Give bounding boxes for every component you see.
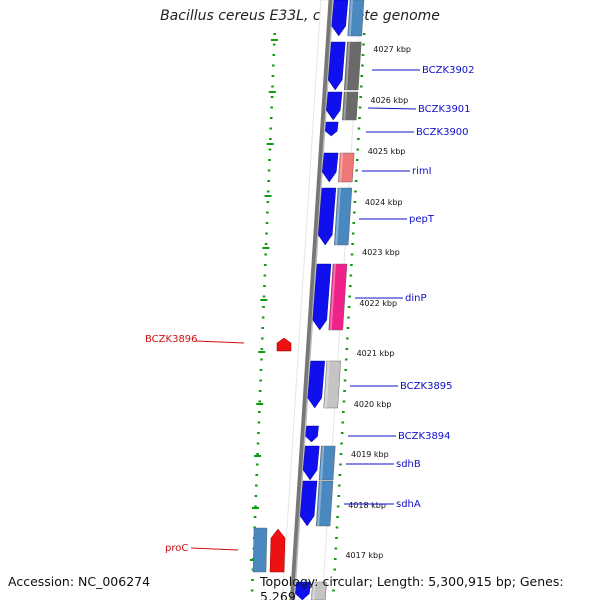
gene-arrow-0 [331,0,349,37]
gene-label: BCZK3894 [398,431,451,442]
gene-label: proC [165,543,188,554]
kbp-ticks-layer: 4027 kbp 4026 kbp 4025 kbp 4024 kbp 4023 kbp… [345,45,411,560]
gene-label-leader [367,107,417,110]
gene-label: BCZK3896 [145,334,198,345]
gene-label: dinP [405,293,427,304]
gene-bar-5 [334,187,353,246]
kbp-label: 4026 kbp [371,96,409,105]
gene-arrow-8 [305,425,319,443]
gene-arrow-5 [318,187,337,246]
gene-bar-9 [318,445,336,481]
gene-bar-1 [343,41,362,91]
gene-arrow-1 [327,41,346,91]
backbone-highlight [293,0,334,600]
topology-text: Topology: circular; Length: 5,300,915 bp… [260,574,564,600]
gene-label: rimI [412,166,432,177]
kbp-label: 4021 kbp [357,349,395,358]
gene-arrow-3 [325,121,339,137]
gene-label: sdhB [396,459,421,470]
accession-text: Accession: NC_006274 [8,574,151,589]
map-title: Bacillus cereus E33L, complete genome [160,8,440,24]
gene-arrow-4 [322,152,339,183]
kbp-label: 4017 kbp [345,551,383,560]
kbp-label: 4024 kbp [365,198,403,207]
gene-bar-2 [342,91,359,121]
gene-arrow-7 [307,360,325,409]
gene-label-leader [195,340,245,344]
proc-neighbor-bar [252,527,268,573]
kbp-label: 4023 kbp [362,248,400,257]
gene-label: BCZK3900 [416,127,469,138]
gene-label: pepT [409,214,435,225]
kbp-label: 4020 kbp [354,400,392,409]
kbp-label: 4018 kbp [348,501,386,510]
gene-bar-11 [311,581,327,600]
gene-labels-layer: BCZK3902 BCZK3901 BCZK3900 rimI pepT dinP BCZK… [145,65,475,554]
gene-arrow-10 [299,480,318,527]
gene-arrow-6 [312,263,332,331]
gene-bar-7 [323,360,341,409]
gene-bar-4 [338,152,355,183]
gene-bar-0 [347,0,365,37]
kbp-label: 4019 kbp [351,450,389,459]
kbp-label: 4025 kbp [368,147,406,156]
kbp-label: 4022 kbp [359,299,397,308]
kbp-label: 4027 kbp [373,45,411,54]
gene-arrow-11 [295,581,311,600]
gene-features-layer [252,0,365,600]
tick-dots-layer [249,33,366,592]
gene-label: sdhA [396,499,421,510]
gene-bar-10 [315,480,334,527]
gene-arrow-2 [326,91,343,121]
gene-label-leader [190,547,239,551]
gene-label: BCZK3902 [422,65,475,76]
gene-label: BCZK3901 [418,104,471,115]
bczk3896-feature [276,337,292,352]
gene-bar-6 [328,263,348,331]
gene-arrow-9 [302,445,320,481]
gene-label: BCZK3895 [400,381,453,392]
proc-feature [269,528,286,573]
backbone-line [289,0,334,600]
